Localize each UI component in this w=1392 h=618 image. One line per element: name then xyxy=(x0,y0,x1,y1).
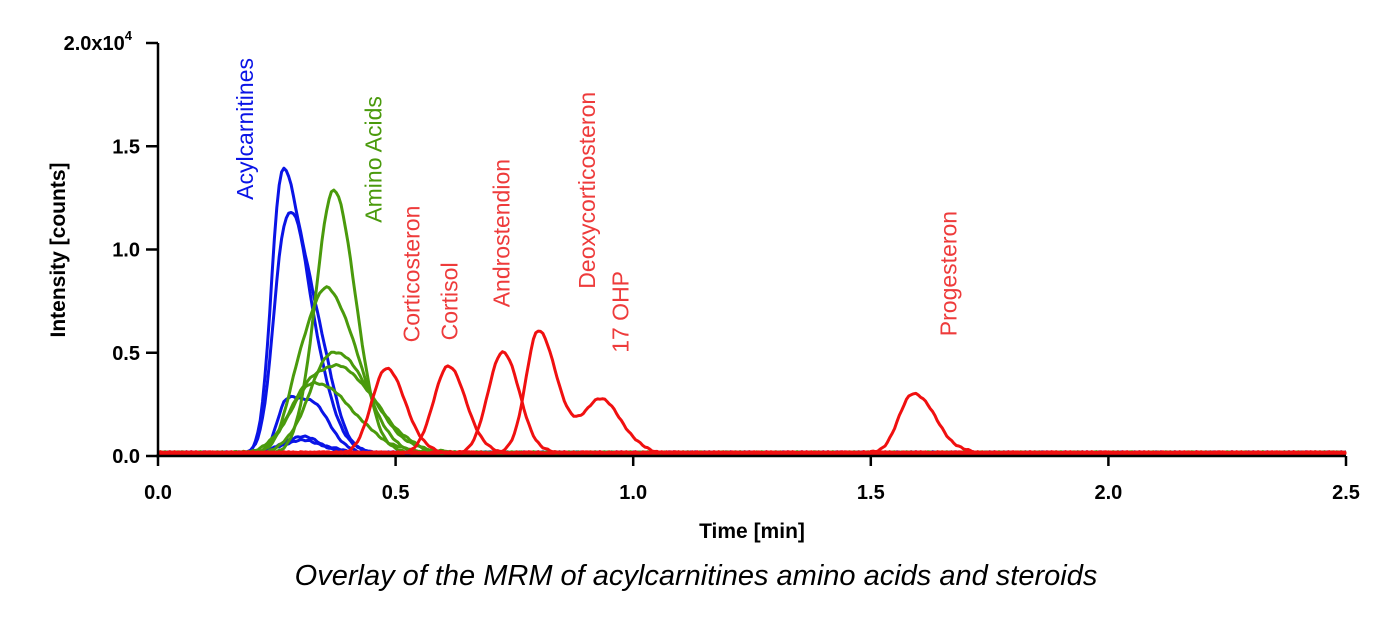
series-line-acylcarnitines xyxy=(157,211,1347,456)
x-tick-label: 0.0 xyxy=(144,482,172,504)
series-line-acylcarnitines xyxy=(157,394,1347,456)
annotation-androstendion: Androstendion xyxy=(489,159,515,307)
figure-caption: Overlay of the MRM of acylcarnitines ami… xyxy=(294,560,1098,592)
x-ticks: 0.0 0.5 1.0 1.5 2.0 2.5 xyxy=(144,456,1360,504)
y-tick-label: 1.5 xyxy=(112,136,140,158)
y-tick-label: 0.5 xyxy=(112,343,140,365)
x-tick-label: 1.5 xyxy=(857,482,885,504)
x-tick-label: 2.0 xyxy=(1094,482,1122,504)
axes: 0.0 0.5 1.0 1.5 2.0 2.5 0.0 0.5 1.0 1.5 2.0x104 xyxy=(64,28,1360,504)
series-line-amino-acids xyxy=(157,285,1347,456)
series-layer xyxy=(157,166,1347,456)
series-line-amino-acids xyxy=(157,363,1347,456)
x-tick-label: 0.5 xyxy=(382,482,410,504)
y-tick-label: 2.0x104 xyxy=(64,28,133,55)
y-axis-title: Intensity [counts] xyxy=(47,162,70,337)
y-tick-label: 1.0 xyxy=(112,240,140,262)
y-tick-label: 0.0 xyxy=(112,446,140,468)
x-axis-title: Time [min] xyxy=(699,520,805,543)
annotation-17-ohp: 17 OHP xyxy=(607,271,633,353)
plot-area xyxy=(157,166,1347,456)
y-tick-exponent: 4 xyxy=(125,28,133,43)
annotation-deoxycorticosteron: Deoxycorticosteron xyxy=(574,92,600,289)
y-ticks: 0.0 0.5 1.0 1.5 2.0x104 xyxy=(64,28,158,468)
annotation-corticosteron: Corticosteron xyxy=(398,206,424,343)
x-tick-label: 1.0 xyxy=(619,482,647,504)
mrm-overlay-chart: 0.0 0.5 1.0 1.5 2.0 2.5 0.0 0.5 1.0 1.5 2.0x104 T… xyxy=(47,28,1360,543)
x-tick-label: 2.5 xyxy=(1332,482,1360,504)
annotation-amino-acids: Amino Acids xyxy=(360,96,386,223)
annotation-cortisol: Cortisol xyxy=(436,262,462,340)
annotation-acylcarnitines: Acylcarnitines xyxy=(232,58,258,200)
peak-annotations: Acylcarnitines Amino Acids Corticosteron Co… xyxy=(232,58,961,353)
annotation-progesteron: Progesteron xyxy=(935,211,961,336)
series-line-steroids xyxy=(157,391,1347,456)
